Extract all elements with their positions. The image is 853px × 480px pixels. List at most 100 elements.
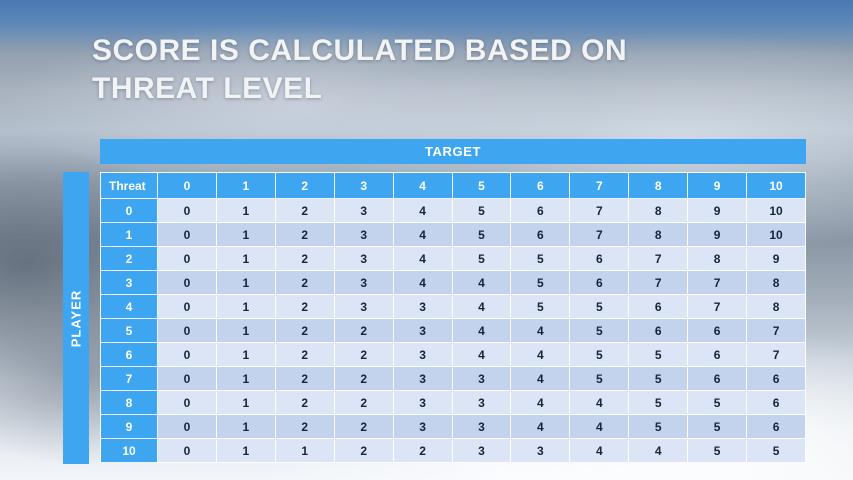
table-row-threat-0: 0 0 1 2 3 4 5 6 7 8 9 10: [100, 198, 806, 223]
target-header-bar: TARGET: [100, 139, 806, 164]
score-cell: 2: [274, 342, 335, 367]
score-cell: 3: [392, 294, 453, 319]
score-cell: 10: [746, 222, 806, 247]
score-cell: 2: [274, 222, 335, 247]
score-cell: 2: [274, 318, 335, 343]
score-cell: 2: [333, 438, 394, 463]
table-row-threat-1: 1 0 1 2 3 4 5 6 7 8 9 10: [100, 222, 806, 247]
score-cell: 4: [510, 390, 571, 415]
score-table-body: 0 0 1 2 3 4 5 6 7 8 9 10 1 0 1 2 3 4 5 6 7 8 9 10 2 0 1 2 3 4 5 5 6 7 8 9 3 0…: [100, 198, 806, 463]
score-cell: 10: [746, 198, 806, 223]
score-cell: 5: [569, 294, 630, 319]
score-cell: 0: [157, 414, 217, 439]
score-cell: 5: [746, 438, 806, 463]
score-cell: 1: [215, 438, 276, 463]
score-cell: 5: [451, 198, 512, 223]
score-cell: 2: [274, 390, 335, 415]
score-cell: 1: [215, 222, 276, 247]
score-cell: 5: [687, 390, 748, 415]
score-cell: 6: [687, 318, 748, 343]
score-cell: 9: [687, 198, 748, 223]
score-cell: 6: [746, 366, 806, 391]
score-cell: 4: [392, 270, 453, 295]
score-cell: 2: [274, 366, 335, 391]
score-cell: 0: [157, 222, 217, 247]
score-cell: 2: [333, 318, 394, 343]
row-header-threat-4: 4: [100, 294, 158, 319]
page-title-line-2: THREAT LEVEL: [92, 72, 323, 105]
score-cell: 3: [451, 390, 512, 415]
score-cell: 3: [392, 366, 453, 391]
score-cell: 5: [510, 270, 571, 295]
score-cell: 6: [687, 366, 748, 391]
score-cell: 4: [451, 342, 512, 367]
target-col-header-7: 7: [569, 172, 630, 199]
score-cell: 1: [215, 390, 276, 415]
score-cell: 0: [157, 342, 217, 367]
score-cell: 1: [215, 318, 276, 343]
score-cell: 4: [392, 198, 453, 223]
score-cell: 7: [687, 270, 748, 295]
score-cell: 3: [451, 366, 512, 391]
score-cell: 5: [510, 246, 571, 271]
score-cell: 1: [215, 198, 276, 223]
score-cell: 3: [392, 414, 453, 439]
score-cell: 8: [628, 222, 689, 247]
score-cell: 6: [510, 222, 571, 247]
score-cell: 3: [392, 390, 453, 415]
target-col-header-10: 10: [746, 172, 806, 199]
score-cell: 7: [628, 246, 689, 271]
score-cell: 8: [746, 270, 806, 295]
score-cell: 8: [628, 198, 689, 223]
score-cell: 8: [746, 294, 806, 319]
score-cell: 2: [333, 390, 394, 415]
score-cell: 9: [687, 222, 748, 247]
table-row-threat-10: 10 0 1 1 2 2 3 3 4 4 5 5: [100, 438, 806, 463]
score-cell: 2: [392, 438, 453, 463]
score-cell: 1: [215, 294, 276, 319]
page-title-line-1: SCORE IS CALCULATED BASED ON: [92, 34, 628, 67]
row-header-threat-2: 2: [100, 246, 158, 271]
score-cell: 7: [628, 270, 689, 295]
row-header-threat-9: 9: [100, 414, 158, 439]
page-title: SCORE IS CALCULATED BASED ON THREAT LEVE…: [92, 32, 792, 108]
score-cell: 2: [333, 414, 394, 439]
score-cell: 3: [333, 198, 394, 223]
column-header-row: Threat 0 1 2 3 4 5 6 7 8 9 10: [100, 172, 806, 199]
score-cell: 7: [746, 318, 806, 343]
score-cell: 0: [157, 390, 217, 415]
score-cell: 0: [157, 366, 217, 391]
score-cell: 3: [451, 438, 512, 463]
score-cell: 4: [628, 438, 689, 463]
score-cell: 4: [569, 414, 630, 439]
score-cell: 5: [628, 414, 689, 439]
score-cell: 1: [215, 246, 276, 271]
score-cell: 1: [215, 270, 276, 295]
score-cell: 2: [274, 198, 335, 223]
row-header-threat-7: 7: [100, 366, 158, 391]
score-cell: 5: [687, 438, 748, 463]
score-cell: 2: [274, 414, 335, 439]
score-cell: 5: [569, 366, 630, 391]
score-cell: 4: [451, 270, 512, 295]
score-cell: 3: [333, 246, 394, 271]
score-cell: 6: [628, 294, 689, 319]
score-cell: 3: [451, 414, 512, 439]
target-col-header-8: 8: [628, 172, 689, 199]
target-col-header-1: 1: [215, 172, 276, 199]
row-header-threat-3: 3: [100, 270, 158, 295]
score-cell: 4: [451, 318, 512, 343]
score-cell: 4: [510, 366, 571, 391]
row-header-threat-0: 0: [100, 198, 158, 223]
score-cell: 7: [569, 222, 630, 247]
score-cell: 3: [510, 438, 571, 463]
score-cell: 6: [569, 270, 630, 295]
score-cell: 2: [274, 246, 335, 271]
score-cell: 3: [333, 222, 394, 247]
target-col-header-3: 3: [333, 172, 394, 199]
